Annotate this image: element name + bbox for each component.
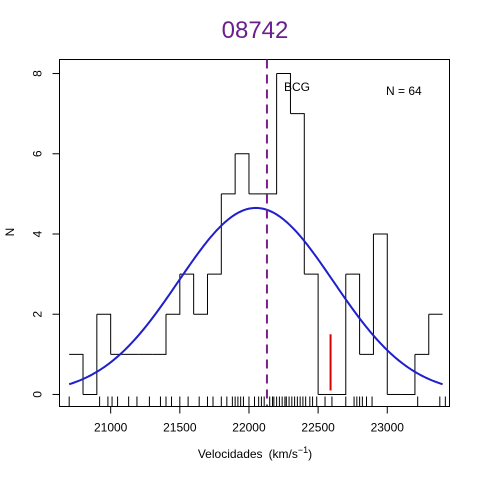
y-tick-label: 4 [31, 230, 45, 237]
histogram-bin [69, 353, 84, 395]
y-tick-label: 8 [30, 70, 44, 77]
gaussian-fit-curve [68, 206, 443, 386]
y-axis: 0 2 4 6 8 [30, 70, 60, 398]
histogram-bin [193, 274, 208, 315]
histogram-bin [345, 273, 361, 355]
x-tick-label: 21000 [94, 421, 128, 435]
y-axis-title: N [3, 228, 17, 237]
histogram-bin [401, 354, 416, 395]
histogram-bin [262, 73, 278, 195]
x-axis: 21000 21500 22000 22500 23000 [94, 406, 405, 435]
rug-ticks [68, 396, 446, 407]
histogram-bin [290, 113, 305, 275]
y-tick-label: 2 [31, 311, 45, 318]
histogram-bin [331, 274, 347, 395]
x-tick-label: 22000 [232, 421, 266, 435]
n-count-label: N = 64 [386, 84, 422, 98]
histogram-bin [96, 313, 112, 355]
histogram-bin [276, 73, 291, 114]
x-axis-title-main: Velocidades [198, 447, 263, 461]
x-axis-title: Velocidades (km/s−1) [198, 445, 312, 461]
histogram-bin [359, 234, 374, 355]
y-tick-label: 0 [31, 391, 45, 398]
histogram-bars [69, 73, 443, 395]
histogram-bin [83, 314, 98, 395]
histogram-bin [179, 273, 195, 315]
histogram-bin [152, 314, 167, 355]
histogram-bin [165, 274, 181, 315]
histogram-bin [304, 273, 319, 395]
x-axis-title-close: ) [308, 447, 312, 461]
y-tick-label: 6 [31, 150, 45, 157]
histogram-bin [414, 314, 430, 355]
histogram-bin [235, 153, 250, 194]
x-tick-label: 21500 [163, 421, 197, 435]
histogram-bin [221, 153, 236, 195]
chart-title: 08742 [222, 17, 289, 44]
histogram-bin [373, 233, 388, 395]
x-axis-title-units: (km/s [269, 447, 298, 461]
gaussian-fit-group [68, 206, 443, 386]
bcg-label: BCG [284, 80, 310, 94]
x-tick-label: 22500 [301, 421, 335, 435]
histogram-bin [207, 193, 222, 275]
x-tick-label: 23000 [371, 421, 405, 435]
x-axis-title-exp: −1 [298, 445, 308, 455]
